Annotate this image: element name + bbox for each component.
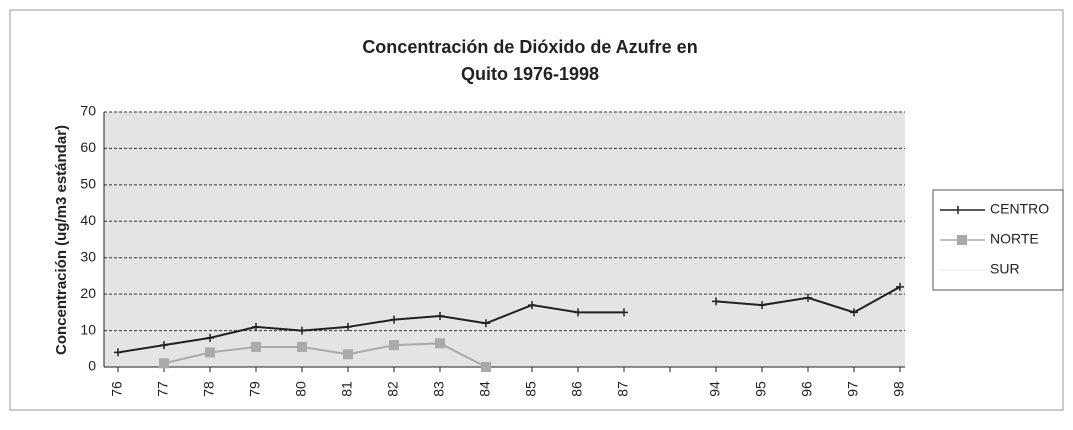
y-tick-label: 40 [80,212,96,228]
marker [252,322,260,331]
marker [160,341,168,350]
chart-title: Quito 1976-1998 [461,64,599,84]
x-tick-label: 95 [753,381,769,397]
x-tick-label: 82 [385,381,401,397]
y-tick-label: 10 [80,321,96,337]
marker [344,322,352,331]
x-tick-label: 84 [477,381,493,397]
marker [850,308,858,317]
legend-label: NORTE [990,231,1039,247]
marker [620,308,628,317]
marker [390,315,398,324]
x-tick-label: 97 [845,381,861,397]
x-tick-label: 81 [339,381,355,397]
x-tick-label: 94 [707,381,723,397]
marker [389,340,399,351]
chart-title: Concentración de Dióxido de Azufre en [362,37,697,57]
marker [481,362,491,372]
legend-label: SUR [990,261,1020,277]
marker [804,293,812,302]
marker [205,347,215,358]
y-tick-label: 50 [80,176,96,192]
x-tick-label: 80 [293,381,309,397]
x-tick-label: 98 [891,381,907,397]
x-tick-label: 96 [799,381,815,397]
marker [435,338,445,349]
x-tick-label: 86 [569,381,585,397]
legend-marker [957,235,967,245]
y-tick-label: 30 [80,248,96,264]
x-tick-label: 87 [615,381,631,397]
marker [436,312,444,320]
marker [206,333,214,342]
x-tick-label: 77 [155,381,171,397]
x-tick-label: 78 [201,381,217,397]
marker [297,341,307,352]
x-tick-label: 76 [109,381,125,397]
marker [528,301,536,310]
y-tick-label: 70 [80,103,96,119]
marker [896,282,904,291]
plot-area [104,112,905,367]
marker [343,349,353,360]
y-tick-label: 0 [88,358,96,374]
y-tick-label: 20 [80,285,96,301]
x-tick-label: 83 [431,381,447,397]
series-line [163,342,487,368]
x-tick-label: 79 [247,381,263,397]
marker [251,341,261,352]
legend-label: CENTRO [990,201,1049,217]
marker [712,297,720,306]
y-tick-label: 60 [80,139,96,155]
marker [482,319,490,328]
marker [114,348,122,357]
marker [159,358,169,369]
marker [758,301,766,310]
x-tick-label: 85 [523,381,539,397]
marker [574,308,582,317]
marker [298,326,306,335]
y-axis-label: Concentración (ug/m3 estándar) [53,125,70,355]
